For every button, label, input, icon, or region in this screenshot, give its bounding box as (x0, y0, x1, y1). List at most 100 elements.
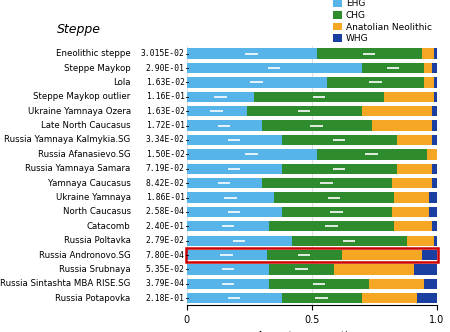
Text: 2.18E-01: 2.18E-01 (146, 294, 185, 303)
Bar (434, 235, 436, 246)
Bar (327, 77, 424, 88)
Bar (362, 63, 424, 73)
Bar (434, 48, 436, 59)
Bar (187, 293, 282, 303)
Bar (432, 63, 436, 73)
Bar (434, 77, 436, 88)
Text: North Caucasus: North Caucasus (63, 208, 130, 216)
Bar (432, 164, 436, 174)
Text: 2.79E-02: 2.79E-02 (146, 236, 185, 245)
Text: 3.34E-02: 3.34E-02 (146, 135, 185, 144)
Bar (434, 92, 436, 102)
Bar (187, 121, 262, 131)
Text: Yamnaya Caucasus: Yamnaya Caucasus (48, 179, 130, 188)
Bar (432, 121, 436, 131)
Bar (282, 207, 392, 217)
Bar (269, 221, 394, 231)
Bar (396, 135, 432, 145)
Bar (274, 192, 394, 203)
Text: 3.015E-02: 3.015E-02 (141, 49, 185, 58)
Bar (187, 250, 267, 260)
Bar (292, 235, 406, 246)
Text: Russia Sintashta MBA RISE.SG: Russia Sintashta MBA RISE.SG (0, 279, 130, 289)
Text: 1.86E-01: 1.86E-01 (146, 193, 185, 202)
Text: 5.35E-02: 5.35E-02 (146, 265, 185, 274)
Bar (342, 250, 422, 260)
Bar (262, 178, 392, 188)
Bar (269, 264, 334, 275)
Text: 7.80E-04: 7.80E-04 (146, 251, 185, 260)
Bar (262, 121, 372, 131)
Bar (187, 92, 254, 102)
Bar (187, 77, 327, 88)
Bar (392, 178, 432, 188)
Bar (432, 221, 436, 231)
Bar (394, 192, 429, 203)
Bar (394, 221, 432, 231)
Bar (187, 264, 269, 275)
Bar (424, 77, 434, 88)
Bar (432, 135, 436, 145)
Bar (422, 250, 436, 260)
Bar (392, 207, 429, 217)
Bar (384, 92, 434, 102)
Bar (282, 293, 361, 303)
Text: Catacomb: Catacomb (87, 222, 130, 231)
Bar (362, 106, 432, 117)
Bar (317, 48, 422, 59)
Bar (369, 279, 424, 289)
Bar (424, 279, 436, 289)
Bar (282, 135, 396, 145)
Bar (187, 178, 262, 188)
Bar (424, 63, 432, 73)
Text: 7.19E-02: 7.19E-02 (146, 164, 185, 173)
Text: Russia Afanasievo.SG: Russia Afanasievo.SG (38, 150, 130, 159)
Bar (282, 164, 396, 174)
Bar (187, 221, 269, 231)
Text: 8.42E-02: 8.42E-02 (146, 179, 185, 188)
Bar (187, 63, 362, 73)
Text: 2.90E-01: 2.90E-01 (146, 63, 185, 73)
Bar (317, 149, 427, 160)
Bar (247, 106, 362, 117)
Text: 1.63E-02: 1.63E-02 (146, 107, 185, 116)
Bar (187, 235, 292, 246)
Text: 1.16E-01: 1.16E-01 (146, 92, 185, 101)
Text: Steppe Maykop: Steppe Maykop (64, 63, 130, 73)
Text: Russia Andronovo.SG: Russia Andronovo.SG (39, 251, 130, 260)
X-axis label: Ancestry proportions: Ancestry proportions (257, 331, 366, 332)
Text: Steppe: Steppe (56, 24, 100, 37)
Text: Russia Srubnaya: Russia Srubnaya (59, 265, 130, 274)
Bar (187, 149, 317, 160)
Text: Russia Potapovka: Russia Potapovka (55, 294, 130, 303)
Text: Russia Yamnaya Samara: Russia Yamnaya Samara (26, 164, 130, 173)
Text: 1.63E-02: 1.63E-02 (146, 78, 185, 87)
Bar (187, 48, 317, 59)
Text: Ukraine Yamnaya: Ukraine Yamnaya (56, 193, 130, 202)
Bar (269, 279, 369, 289)
Text: 1.50E-02: 1.50E-02 (146, 150, 185, 159)
Bar (187, 106, 247, 117)
Bar (187, 192, 274, 203)
Text: Lola: Lola (113, 78, 130, 87)
Bar (432, 106, 436, 117)
Bar (362, 293, 417, 303)
Bar (187, 164, 282, 174)
Bar (187, 279, 269, 289)
Bar (406, 235, 434, 246)
Bar (429, 192, 436, 203)
Text: Russia Yamnaya Kalmykia.SG: Russia Yamnaya Kalmykia.SG (4, 135, 130, 144)
Bar (185, 248, 438, 262)
Text: Ukraine Yamnaya Ozera: Ukraine Yamnaya Ozera (27, 107, 130, 116)
Bar (187, 135, 282, 145)
Text: 3.79E-04: 3.79E-04 (146, 279, 185, 289)
Text: 1.72E-01: 1.72E-01 (146, 121, 185, 130)
Bar (254, 92, 384, 102)
Bar (422, 48, 434, 59)
Legend: EHG, CHG, Anatolian Neolithic, WHG: EHG, CHG, Anatolian Neolithic, WHG (333, 0, 432, 43)
Bar (414, 264, 436, 275)
Bar (187, 207, 282, 217)
Text: Steppe Maykop outlier: Steppe Maykop outlier (33, 92, 130, 101)
Bar (372, 121, 432, 131)
Text: 2.40E-01: 2.40E-01 (146, 222, 185, 231)
